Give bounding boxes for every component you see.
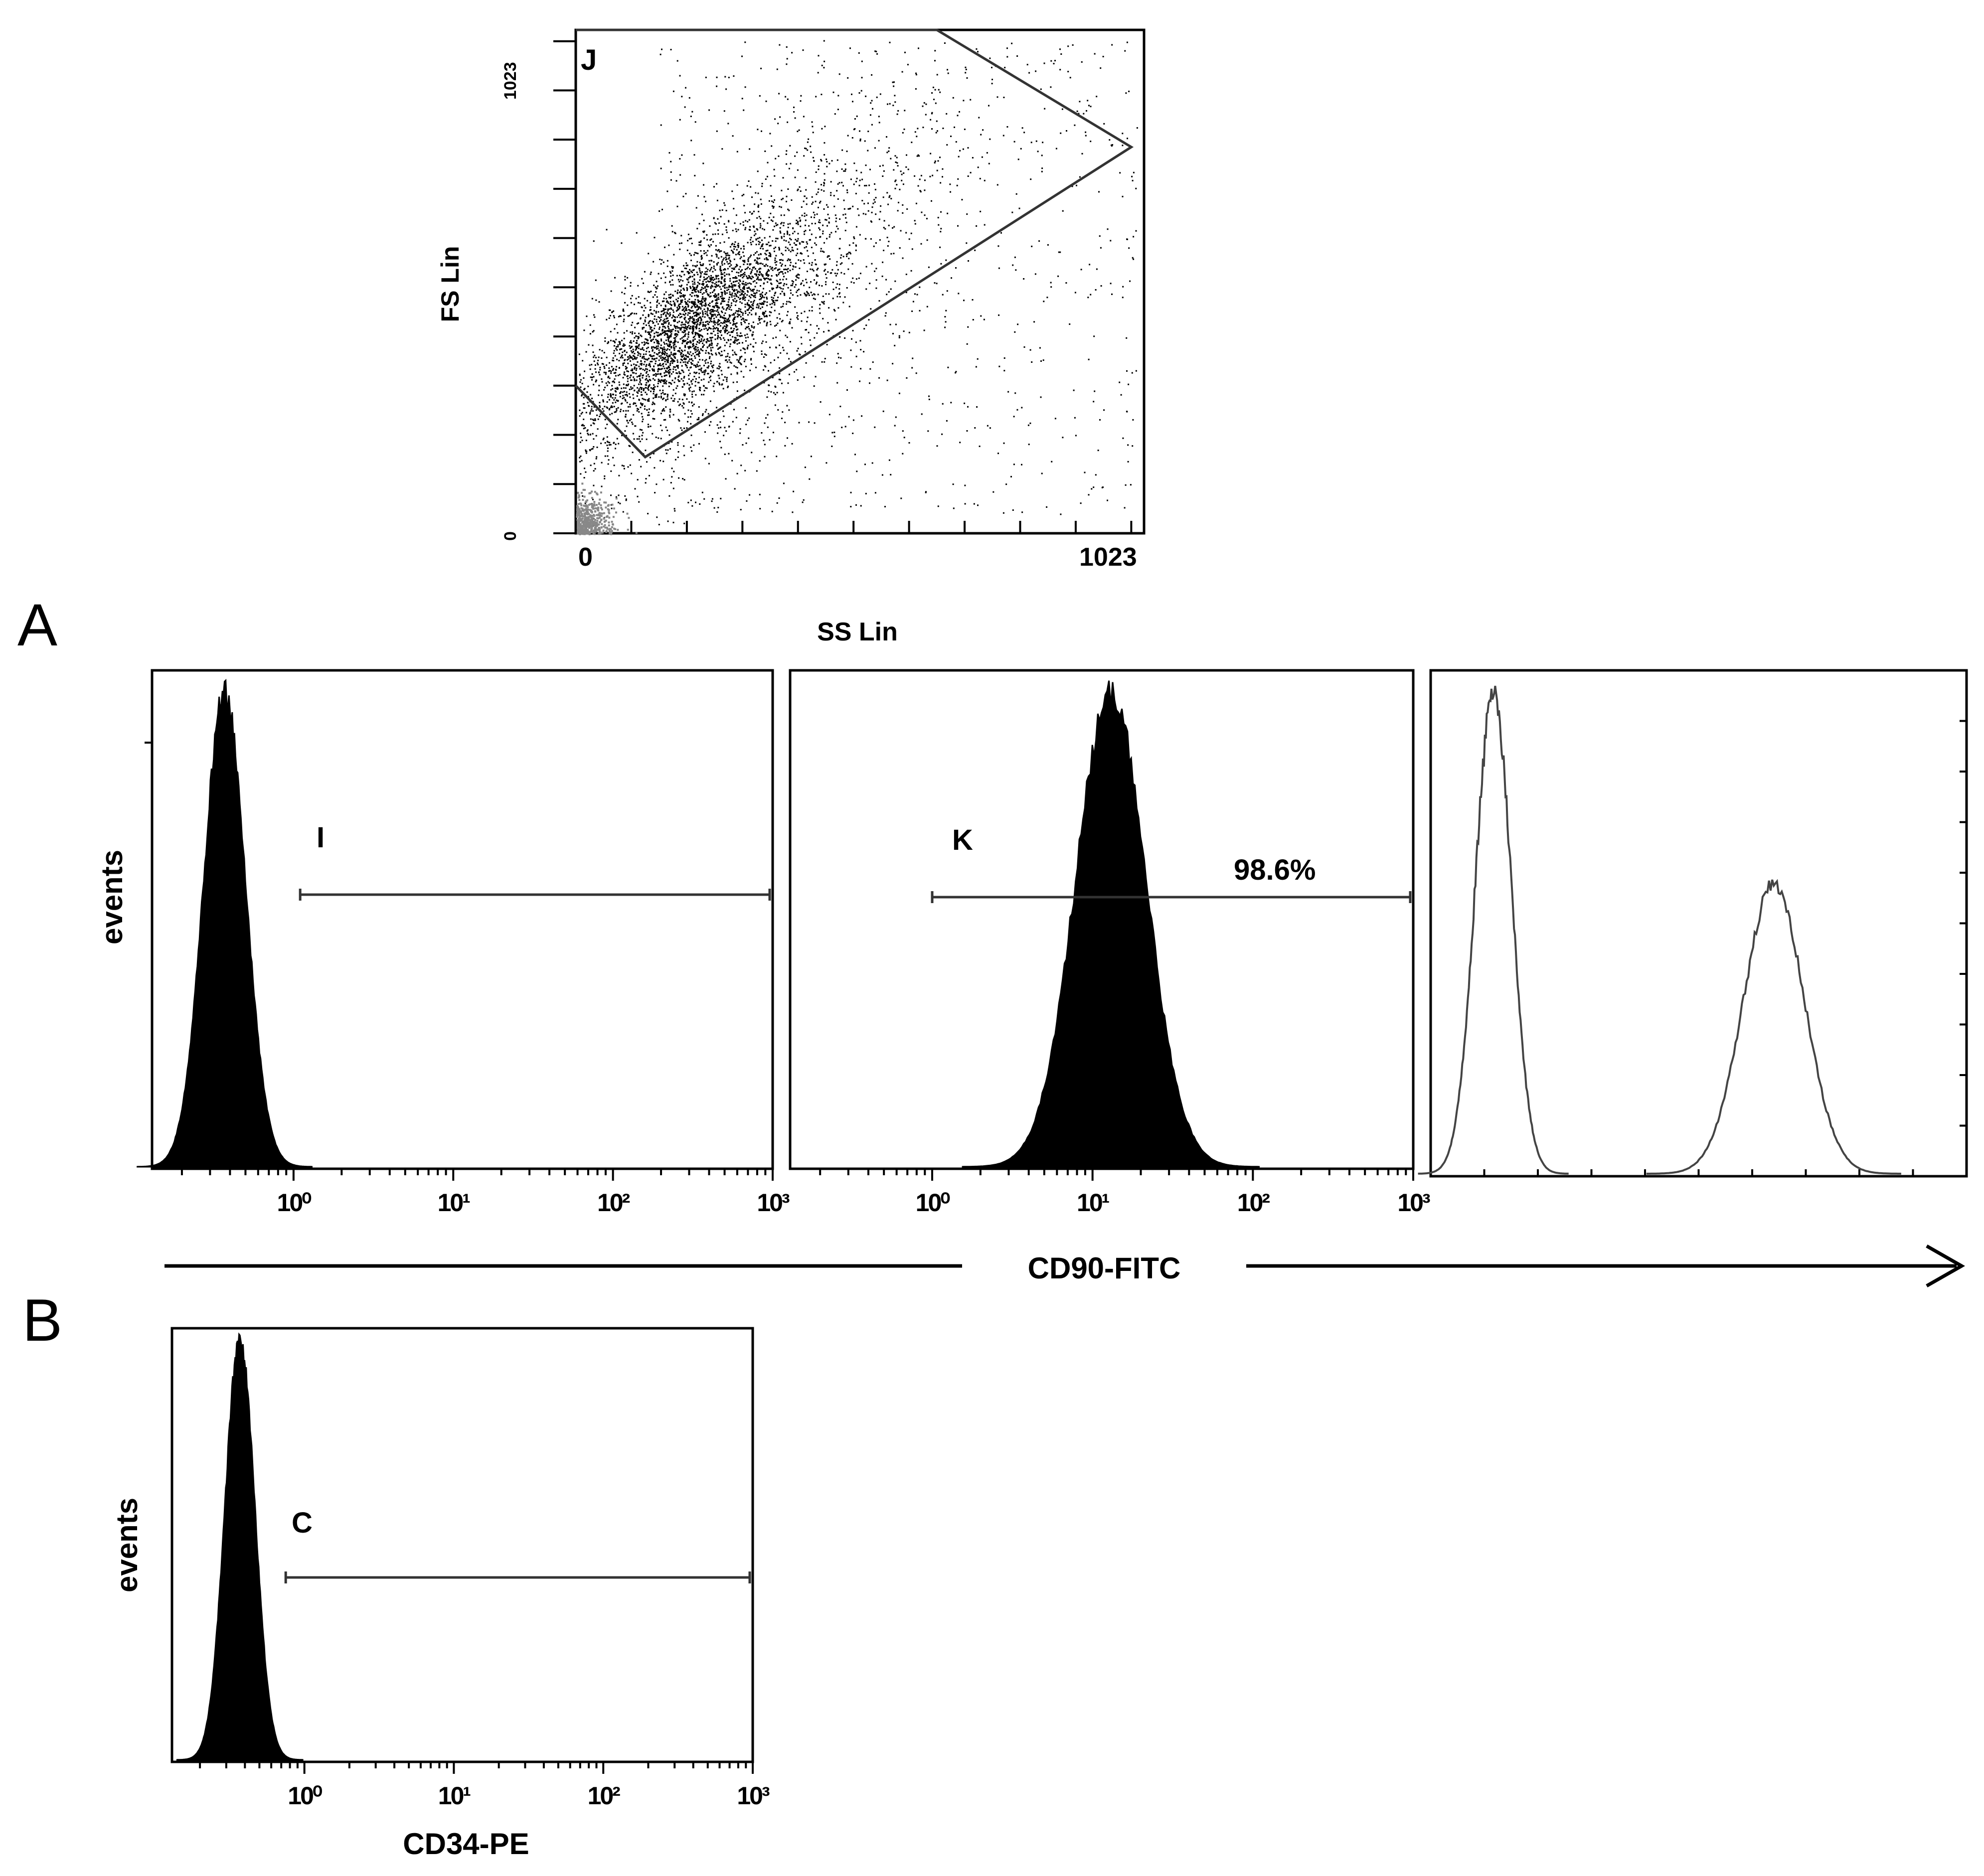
histogram-i-y-axis-title: events	[95, 850, 129, 944]
histogram-c-y-axis-title: events	[110, 1498, 144, 1592]
histogram-k-x-tick-label: 10¹	[1077, 1189, 1110, 1217]
histogram-c-x-tick-label: 10²	[588, 1782, 621, 1810]
panel-letter-a: A	[17, 592, 57, 658]
scatter-frame	[574, 28, 1146, 535]
histogram-k-gate	[931, 891, 1412, 903]
histogram-k-x-tick-label: 10⁰	[916, 1189, 951, 1217]
shared-axis-arrowhead	[1926, 1244, 1966, 1288]
histogram-i-panel: 10⁰ 10¹ 10² 10³ I events	[95, 669, 791, 1217]
panel-letter-b: B	[22, 1287, 62, 1354]
histogram-i-x-tick-label: 10²	[597, 1189, 630, 1217]
histogram-c-x-tick-label: 10¹	[438, 1782, 471, 1810]
histogram-i-gate-label: I	[317, 821, 325, 854]
histogram-c-gate-label: C	[292, 1507, 313, 1539]
scatter-y-axis-title: FS Lin	[436, 246, 464, 322]
histogram-c-x-ticks: 10⁰ 10¹ 10² 10³	[199, 1762, 771, 1810]
histogram-c-x-axis-title: CD34-PE	[403, 1827, 529, 1861]
histogram-c-peak	[176, 1332, 304, 1761]
histogram-c-x-tick-label: 10⁰	[288, 1782, 323, 1810]
histogram-i-x-tick-label: 10⁰	[277, 1189, 312, 1217]
overlay-frame	[1429, 669, 1968, 1178]
overlay-series-2	[1646, 879, 1901, 1175]
scatter-gate-label: J	[581, 44, 597, 76]
scatter-y-tick-max: 1023	[501, 62, 520, 100]
scatter-x-tick-min: 0	[578, 543, 593, 572]
histogram-k-peak	[962, 680, 1260, 1168]
histogram-k-x-ticks: 10⁰ 10¹ 10² 10³	[819, 1169, 1432, 1217]
histogram-i-gate	[299, 889, 771, 901]
overlay-series-1	[1418, 685, 1569, 1175]
shared-axis-arrow: CD90-FITC	[165, 1244, 1966, 1288]
scatter-y-ticks	[553, 40, 576, 534]
scatter-x-ticks	[575, 521, 1133, 533]
scatter-points	[576, 40, 1138, 535]
histogram-i-x-tick-label: 10¹	[438, 1189, 471, 1217]
overlay-x-ticks	[1483, 1169, 1914, 1176]
scatter-x-tick-max: 1023	[1079, 543, 1137, 572]
overlay-y-ticks	[1960, 720, 1967, 1127]
histogram-i-x-tick-label: 10³	[757, 1189, 790, 1217]
scatter-y-tick-min: 0	[501, 531, 520, 541]
histogram-k-x-tick-label: 10³	[1397, 1189, 1430, 1217]
scatter-debris-dots	[576, 482, 638, 535]
histogram-i-peak	[137, 678, 313, 1168]
histogram-k-gate-label: K	[952, 824, 973, 856]
histogram-c-gate	[284, 1571, 751, 1583]
histogram-c-x-tick-label: 10³	[737, 1782, 770, 1810]
histogram-k-percent-label: 98.6%	[1234, 854, 1316, 886]
scatter-x-axis-title: SS Lin	[817, 618, 898, 646]
histogram-i-x-ticks: 10⁰ 10¹ 10² 10³	[180, 1169, 791, 1217]
shared-axis-label: CD90-FITC	[1028, 1251, 1181, 1285]
overlay-histogram-panel	[1418, 669, 1968, 1178]
scatter-panel: J 0 1023 0 1023 FS Lin SS Lin	[436, 28, 1146, 646]
scatter-gate-polygon	[575, 28, 1134, 459]
histogram-k-x-tick-label: 10²	[1237, 1189, 1270, 1217]
histogram-k-panel: 10⁰ 10¹ 10² 10³ K 98.6%	[789, 669, 1432, 1217]
histogram-c-panel: 10⁰ 10¹ 10² 10³ C events CD34-PE	[110, 1327, 771, 1861]
